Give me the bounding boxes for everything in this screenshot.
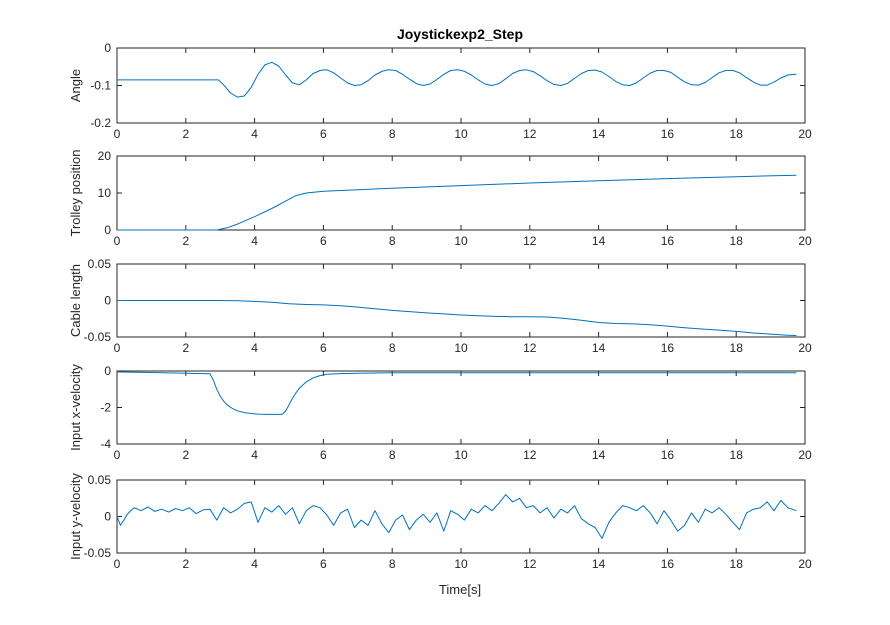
x-tick-label: 18 bbox=[730, 127, 744, 141]
x-tick-label: 14 bbox=[592, 341, 606, 355]
y-axis-label: Trolley position bbox=[68, 150, 83, 237]
x-tick-label: 2 bbox=[182, 341, 189, 355]
y-axis-label: Cable length bbox=[68, 264, 83, 337]
x-tick-label: 10 bbox=[454, 557, 468, 571]
y-tick-label: 0 bbox=[104, 364, 111, 378]
x-tick-label: 12 bbox=[523, 341, 537, 355]
x-tick-label: 18 bbox=[730, 234, 744, 248]
y-axis-label: Angle bbox=[68, 69, 83, 102]
y-tick-label: -2 bbox=[100, 401, 111, 415]
x-tick-label: 6 bbox=[320, 127, 327, 141]
x-tick-label: 16 bbox=[661, 341, 675, 355]
x-tick-label: 10 bbox=[454, 234, 468, 248]
x-tick-label: 0 bbox=[114, 341, 121, 355]
axes-box bbox=[116, 370, 806, 445]
x-tick-label: 2 bbox=[182, 557, 189, 571]
y-tick-label: -0.05 bbox=[84, 546, 112, 560]
y-tick-label: 0.05 bbox=[88, 257, 112, 271]
x-axis-label: Time[s] bbox=[439, 582, 481, 597]
x-tick-label: 12 bbox=[523, 557, 537, 571]
x-tick-label: 8 bbox=[389, 234, 396, 248]
x-tick-label: 10 bbox=[454, 341, 468, 355]
x-tick-label: 20 bbox=[798, 448, 812, 462]
x-tick-label: 2 bbox=[182, 448, 189, 462]
x-tick-label: 12 bbox=[523, 448, 537, 462]
x-tick-label: 6 bbox=[320, 234, 327, 248]
x-tick-label: 8 bbox=[389, 127, 396, 141]
figure-title: Joystickexp2_Step bbox=[397, 26, 523, 42]
series-line bbox=[117, 61, 797, 98]
x-tick-label: 4 bbox=[251, 341, 258, 355]
y-tick-label: -0.2 bbox=[90, 116, 111, 130]
subplot-1: 0 2 4 6 8 10 12 14 16 18 20 -0.2 -0.1 0 Angle bbox=[68, 41, 812, 141]
x-tick-label: 14 bbox=[592, 448, 606, 462]
x-tick-label: 4 bbox=[251, 234, 258, 248]
x-tick-label: 16 bbox=[661, 557, 675, 571]
x-tick-label: 16 bbox=[661, 127, 675, 141]
x-tick-label: 6 bbox=[320, 557, 327, 571]
x-tick-label: 14 bbox=[592, 234, 606, 248]
x-tick-label: 20 bbox=[798, 341, 812, 355]
axes-box bbox=[116, 47, 806, 124]
y-tick-label: 0.05 bbox=[88, 473, 112, 487]
subplot-2: 0 2 4 6 8 10 12 14 16 18 20 0 10 20 Trolley position bbox=[68, 149, 812, 248]
x-tick-label: 2 bbox=[182, 234, 189, 248]
y-axis-label: Input x-velocity bbox=[68, 364, 83, 451]
x-tick-label: 8 bbox=[389, 341, 396, 355]
x-tick-label: 12 bbox=[523, 234, 537, 248]
x-tick-label: 4 bbox=[251, 127, 258, 141]
x-tick-label: 2 bbox=[182, 127, 189, 141]
x-tick-label: 0 bbox=[114, 448, 121, 462]
x-tick-label: 20 bbox=[798, 127, 812, 141]
y-tick-label: 0 bbox=[104, 41, 111, 55]
y-tick-label: -0.1 bbox=[90, 79, 111, 93]
x-tick-label: 0 bbox=[114, 234, 121, 248]
x-tick-label: 10 bbox=[454, 448, 468, 462]
y-tick-label: -0.05 bbox=[84, 330, 112, 344]
series-line bbox=[116, 371, 797, 415]
x-tick-label: 20 bbox=[798, 234, 812, 248]
x-tick-label: 8 bbox=[389, 448, 396, 462]
x-tick-label: 4 bbox=[251, 557, 258, 571]
x-tick-label: 14 bbox=[592, 127, 606, 141]
x-tick-label: 20 bbox=[798, 557, 812, 571]
y-tick-label: 0 bbox=[104, 510, 111, 524]
subplot-4: 0 2 4 6 8 10 12 14 16 18 20 -4 -2 0 Input x-velocity bbox=[68, 364, 812, 462]
x-tick-label: 0 bbox=[114, 127, 121, 141]
x-tick-label: 14 bbox=[592, 557, 606, 571]
x-tick-label: 12 bbox=[523, 127, 537, 141]
y-tick-label: 0 bbox=[104, 294, 111, 308]
y-axis-label: Input y-velocity bbox=[68, 473, 83, 560]
x-tick-label: 18 bbox=[730, 341, 744, 355]
x-tick-label: 6 bbox=[320, 448, 327, 462]
x-tick-label: 18 bbox=[730, 448, 744, 462]
x-tick-label: 16 bbox=[661, 448, 675, 462]
x-tick-label: 18 bbox=[730, 557, 744, 571]
x-tick-label: 0 bbox=[114, 557, 121, 571]
y-tick-label: 20 bbox=[98, 149, 112, 163]
x-tick-label: 4 bbox=[251, 448, 258, 462]
series-line bbox=[117, 174, 797, 231]
axes-box bbox=[116, 155, 806, 231]
series-line bbox=[117, 300, 797, 336]
x-tick-label: 6 bbox=[320, 341, 327, 355]
series-line bbox=[116, 494, 797, 539]
y-tick-label: 10 bbox=[98, 186, 112, 200]
y-tick-label: 0 bbox=[104, 223, 111, 237]
x-tick-label: 16 bbox=[661, 234, 675, 248]
x-tick-label: 8 bbox=[389, 557, 396, 571]
x-tick-label: 10 bbox=[454, 127, 468, 141]
y-tick-label: -4 bbox=[100, 437, 111, 451]
